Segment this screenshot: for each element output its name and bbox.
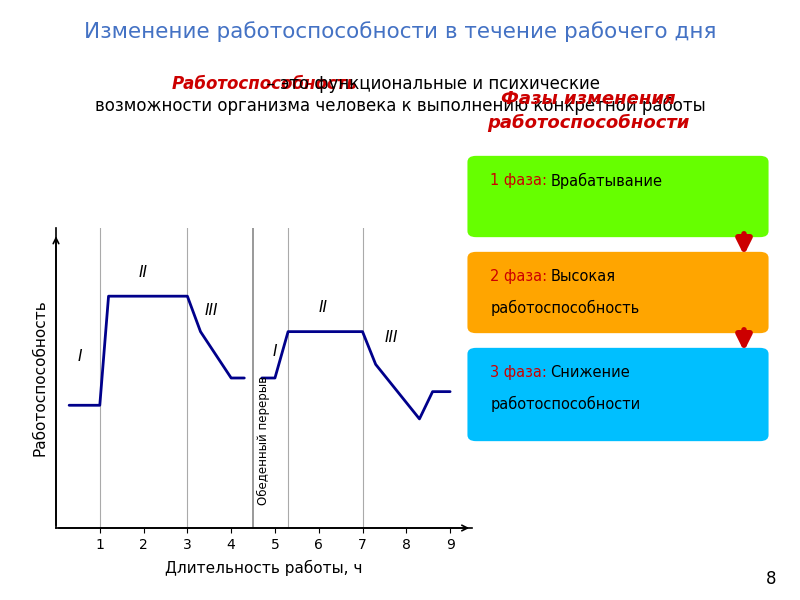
Y-axis label: Работоспособность: Работоспособность bbox=[33, 299, 48, 457]
Text: 1 фаза:: 1 фаза: bbox=[490, 173, 547, 188]
Text: работоспособность: работоспособность bbox=[490, 300, 640, 316]
Text: I: I bbox=[273, 344, 277, 359]
Text: работоспособности: работоспособности bbox=[490, 396, 641, 412]
Text: возможности организма человека к выполнению конкретной работы: возможности организма человека к выполне… bbox=[94, 97, 706, 115]
Text: Изменение работоспособности в течение рабочего дня: Изменение работоспособности в течение ра… bbox=[84, 21, 716, 42]
Text: Высокая: Высокая bbox=[550, 269, 615, 284]
Text: I: I bbox=[78, 349, 82, 364]
Text: Врабатывание: Врабатывание bbox=[550, 173, 662, 189]
Text: III: III bbox=[384, 330, 398, 345]
Text: III: III bbox=[205, 303, 218, 318]
Text: Фазы изменения
работоспособности: Фазы изменения работоспособности bbox=[487, 90, 689, 132]
Text: Работоспособность: Работоспособность bbox=[172, 75, 358, 93]
Text: 8: 8 bbox=[766, 570, 776, 588]
X-axis label: Длительность работы, ч: Длительность работы, ч bbox=[166, 560, 362, 576]
Text: 3 фаза:: 3 фаза: bbox=[490, 365, 547, 380]
Text: Обеденный перерыв: Обеденный перерыв bbox=[257, 376, 270, 505]
Text: – это функциональные и психические: – это функциональные и психические bbox=[172, 75, 600, 93]
Text: 2 фаза:: 2 фаза: bbox=[490, 269, 547, 284]
Text: II: II bbox=[139, 265, 148, 280]
Text: Снижение: Снижение bbox=[550, 365, 630, 380]
Text: II: II bbox=[318, 300, 328, 315]
